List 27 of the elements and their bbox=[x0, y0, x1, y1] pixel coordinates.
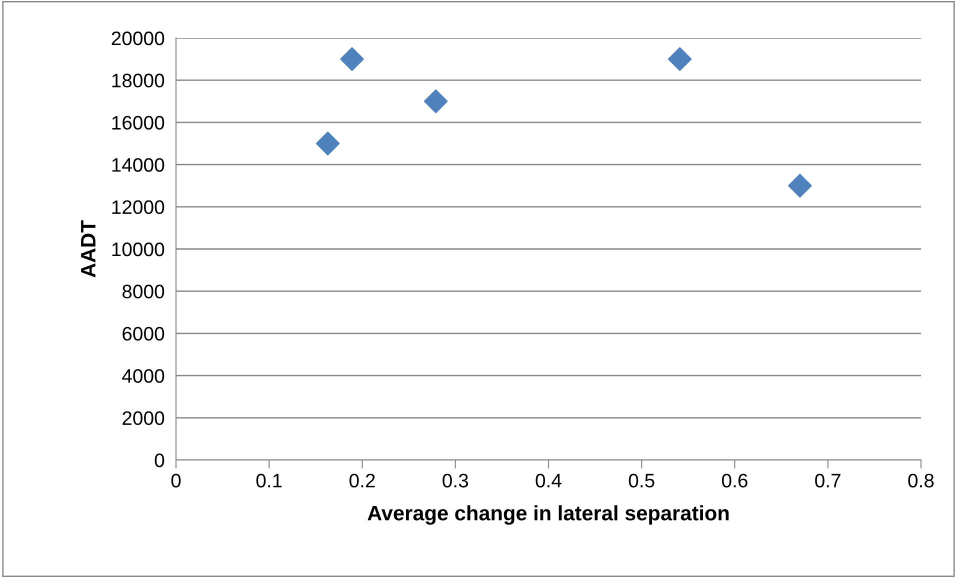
y-tick-label: 18000 bbox=[112, 74, 164, 88]
x-tick-label: 0.4 bbox=[536, 474, 562, 488]
point bbox=[340, 47, 364, 71]
y-tick-label: 0 bbox=[154, 453, 164, 468]
x-tick-label: 0.3 bbox=[442, 474, 468, 488]
y-tick-label: 6000 bbox=[122, 326, 164, 341]
point bbox=[788, 174, 812, 198]
x-tick-label: 0.5 bbox=[628, 474, 654, 488]
y-tick-label: 2000 bbox=[122, 411, 164, 426]
x-tick-label: 0.7 bbox=[815, 474, 840, 488]
y-tick-label: 16000 bbox=[112, 116, 164, 130]
y-tick-label: 10000 bbox=[112, 242, 164, 256]
x-tick-label: 0.1 bbox=[256, 474, 282, 488]
x-tick-label: 0 bbox=[171, 474, 181, 488]
y-tick-label: 8000 bbox=[122, 284, 164, 298]
x-axis-title: Average change in lateral separation bbox=[368, 505, 729, 525]
y-tick-label: 20000 bbox=[112, 31, 164, 46]
y-axis-title: AADT bbox=[81, 220, 96, 278]
x-tick-label: 0.2 bbox=[349, 474, 375, 488]
y-tick-label: 12000 bbox=[112, 200, 164, 214]
point bbox=[424, 89, 448, 114]
point bbox=[316, 132, 340, 156]
point bbox=[668, 47, 692, 71]
x-tick-label: 0.6 bbox=[722, 474, 748, 488]
x-tick-label: 0.8 bbox=[908, 474, 934, 488]
y-tick-label: 4000 bbox=[122, 369, 164, 383]
y-tick-label: 14000 bbox=[112, 158, 164, 172]
